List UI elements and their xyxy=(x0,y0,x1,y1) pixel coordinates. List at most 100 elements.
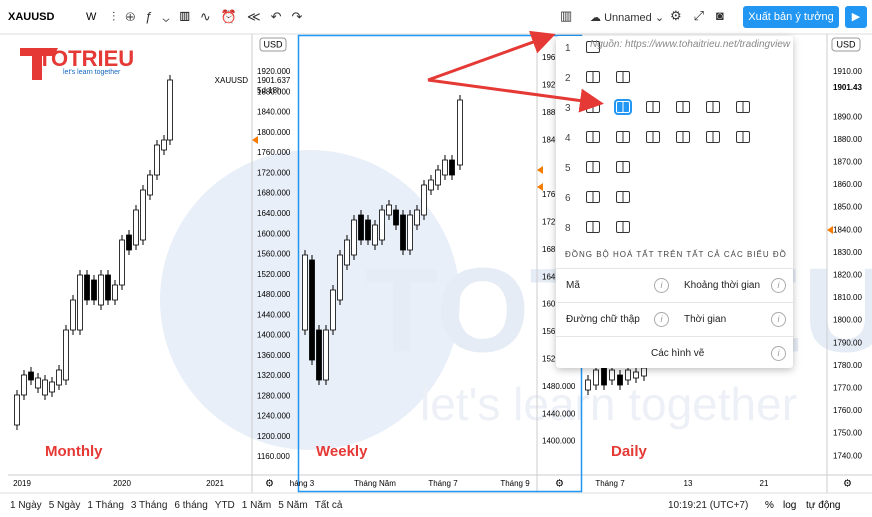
row-number: 8 xyxy=(565,223,571,234)
publish-button[interactable]: Xuất bản ý tưởng xyxy=(743,6,839,28)
layout-option[interactable] xyxy=(584,99,602,115)
price-label: 1800.000 xyxy=(257,128,291,137)
price-label: 1760.00 xyxy=(833,406,862,415)
layout-option[interactable] xyxy=(734,99,752,115)
currency-tag[interactable] xyxy=(259,37,287,52)
range-button[interactable]: 5 Năm xyxy=(278,500,308,511)
toolbar-icons[interactable]: ⫶⊕ƒ⌄▥∿⏰≪↶↷ xyxy=(112,9,313,24)
candle xyxy=(386,204,392,216)
layout-option[interactable] xyxy=(614,189,632,205)
layout-option[interactable] xyxy=(584,219,602,235)
candle xyxy=(147,174,153,196)
layout-icon xyxy=(646,131,660,143)
candle xyxy=(302,254,308,331)
toolbar-icons[interactable]: ⚙⤢◙ xyxy=(670,8,736,23)
layout-option[interactable] xyxy=(584,129,602,145)
candle xyxy=(457,99,463,166)
price-label: 1880.00 xyxy=(833,135,862,144)
interval[interactable]: W xyxy=(86,11,97,23)
price-label: 1320.000 xyxy=(257,371,291,380)
play-button[interactable]: ▶ xyxy=(845,6,867,28)
layout-menu: 1 2 3 4 5 6 8 ĐỒNG BỘ HOÁ TẤT TRÊN TẤT CẢ CÁC … xyxy=(556,36,793,368)
price-label: 1240.000 xyxy=(257,412,291,421)
layout-icon xyxy=(736,101,750,113)
layout-option[interactable] xyxy=(584,159,602,175)
layout-option[interactable] xyxy=(674,129,692,145)
info-icon: i xyxy=(654,312,669,327)
percent-toggle[interactable]: % xyxy=(765,500,774,511)
layout-option[interactable] xyxy=(584,69,602,85)
layout-icon[interactable]: ▥ xyxy=(560,8,573,23)
layout-option[interactable] xyxy=(584,39,602,55)
last-price: 1901.637 xyxy=(257,76,291,85)
layout-icon xyxy=(616,131,630,143)
price-label: 1740.00 xyxy=(833,451,862,460)
range-button[interactable]: 1 Tháng xyxy=(87,500,124,511)
candle xyxy=(21,374,27,396)
separator xyxy=(556,336,793,337)
price-label: 1440.000 xyxy=(257,310,291,319)
layout-option[interactable] xyxy=(584,189,602,205)
candle xyxy=(91,279,97,301)
row-number: 5 xyxy=(565,163,571,174)
row-number: 2 xyxy=(565,73,571,84)
layout-option[interactable] xyxy=(614,69,632,85)
layout-option[interactable] xyxy=(614,159,632,175)
layout-icon xyxy=(706,131,720,143)
layout-option[interactable] xyxy=(644,99,662,115)
price-label: 1790.00 xyxy=(833,338,862,347)
time-label: háng 3 xyxy=(290,479,315,488)
layout-name-wrap[interactable]: ☁ Unnamed ⌄ xyxy=(590,12,665,24)
price-label: 1850.00 xyxy=(833,203,862,212)
price-label: 1480.000 xyxy=(257,290,291,299)
price-label: 1760.000 xyxy=(257,148,291,157)
range-button[interactable]: YTD xyxy=(214,500,235,511)
layout-option[interactable] xyxy=(644,129,662,145)
log-toggle[interactable]: log xyxy=(783,500,797,511)
price-label: 1560.000 xyxy=(257,250,291,259)
settings-icon[interactable]: ⚙ xyxy=(555,479,564,490)
candle xyxy=(449,159,455,176)
layout-option[interactable] xyxy=(704,99,722,115)
price-label: 1750.00 xyxy=(833,429,862,438)
layout-icon xyxy=(586,191,600,203)
range-button[interactable]: 5 Ngày xyxy=(48,500,81,511)
range-button[interactable]: 3 Tháng xyxy=(130,500,168,511)
symbol[interactable]: XAUUSD xyxy=(8,11,55,23)
auto-toggle[interactable]: tự động xyxy=(806,500,841,511)
candle xyxy=(625,369,631,381)
candle xyxy=(351,219,357,256)
price-label: 1200.000 xyxy=(257,432,291,441)
candle xyxy=(358,214,364,241)
candle xyxy=(70,299,76,331)
sync-option: Khoảng thời gian xyxy=(684,280,761,291)
price-label: 1600.000 xyxy=(257,229,291,238)
layout-option[interactable] xyxy=(614,219,632,235)
pane-label: Monthly xyxy=(45,443,103,460)
candle xyxy=(633,371,639,379)
range-button[interactable]: 6 tháng xyxy=(174,500,208,511)
logo-text: TOTRIEU xyxy=(38,46,134,71)
layout-option[interactable] xyxy=(614,99,632,115)
settings-icon[interactable]: ⚙ xyxy=(843,479,852,490)
info-icon: i xyxy=(771,346,786,361)
candle xyxy=(105,274,111,301)
range-button[interactable]: Tất cả xyxy=(314,500,343,511)
settings-icon[interactable]: ⚙ xyxy=(265,479,274,490)
layout-icon xyxy=(586,221,600,233)
price-label: 1820.00 xyxy=(833,271,862,280)
currency-tag[interactable] xyxy=(831,37,861,52)
candle xyxy=(601,364,607,386)
candle xyxy=(154,144,160,176)
sync-option: Các hình vẽ xyxy=(651,348,705,359)
layout-option[interactable] xyxy=(734,129,752,145)
range-button[interactable]: 1 Năm xyxy=(241,500,272,511)
layout-option[interactable] xyxy=(704,129,722,145)
pane-label: Weekly xyxy=(316,443,368,460)
layout-option[interactable] xyxy=(614,129,632,145)
range-button[interactable]: 1 Ngày xyxy=(10,500,42,511)
layout-option[interactable] xyxy=(674,99,692,115)
candle xyxy=(63,329,69,381)
